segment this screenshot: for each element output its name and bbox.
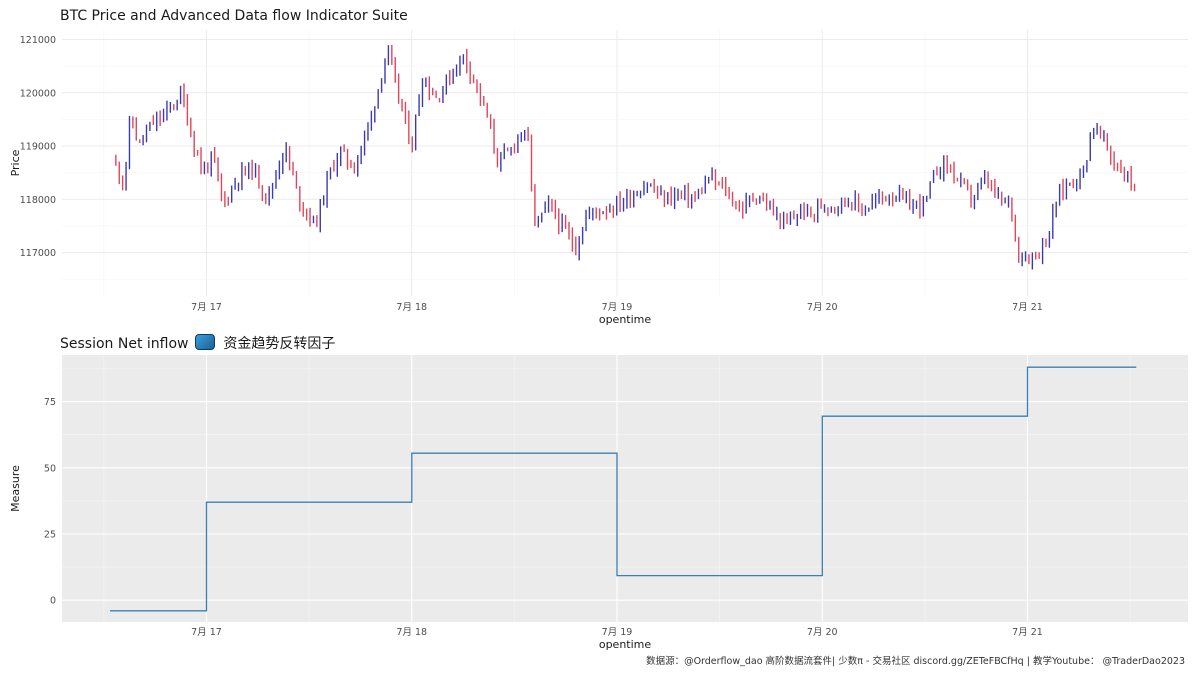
- y-tick-label: 25: [44, 530, 56, 541]
- chart-emoji-icon: [194, 334, 215, 350]
- x-tick-label: 7月 18: [396, 627, 427, 638]
- price-chart-title: BTC Price and Advanced Data flow Indicat…: [60, 8, 408, 24]
- price-panel: 117000 118000 119000 120000 121000 7月 17 7月 18…: [9, 30, 1188, 326]
- y-tick-label: 118000: [20, 195, 56, 206]
- y-axis-title: Measure: [9, 465, 22, 512]
- y-tick-label: 121000: [20, 35, 56, 46]
- plot-background: [62, 355, 1188, 622]
- x-tick-label: 7月 20: [807, 627, 838, 638]
- x-axis-title: opentime: [599, 313, 652, 326]
- x-tick-label: 7月 20: [807, 302, 838, 313]
- x-tick-label: 7月 21: [1012, 627, 1043, 638]
- source-note: 数据源：@Orderflow_dao 高阶数据流套件| 少数π - 交易社区 d…: [646, 656, 1185, 667]
- x-tick-label: 7月 19: [602, 627, 633, 638]
- y-tick-label: 120000: [20, 88, 56, 99]
- net-inflow-line: [110, 366, 1137, 612]
- net-inflow-panel: 7月 17 7月 18 7月 19 7月 20 7月 21 0 25 50 75 Measure o…: [9, 355, 1188, 651]
- y-tick-label: 75: [44, 397, 56, 408]
- y-tick-label: 117000: [20, 248, 56, 259]
- x-tick-label: 7月 18: [396, 302, 427, 313]
- y-tick-label: 0: [50, 596, 56, 607]
- y-tick-label: 50: [44, 463, 56, 474]
- y-axis-title: Price: [9, 149, 22, 176]
- net-inflow-title-suffix: 资金趋势反转因子: [223, 336, 336, 352]
- net-inflow-chart-title: Session Net inflow 资金趋势反转因子: [60, 333, 335, 353]
- x-tick-label: 7月 21: [1012, 302, 1043, 313]
- x-tick-label: 7月 17: [191, 627, 222, 638]
- y-tick-label: 119000: [20, 142, 56, 153]
- net-inflow-title-text: Session Net inflow: [60, 336, 189, 352]
- x-tick-label: 7月 19: [602, 302, 633, 313]
- x-tick-label: 7月 17: [191, 302, 222, 313]
- x-axis-title: opentime: [599, 638, 652, 651]
